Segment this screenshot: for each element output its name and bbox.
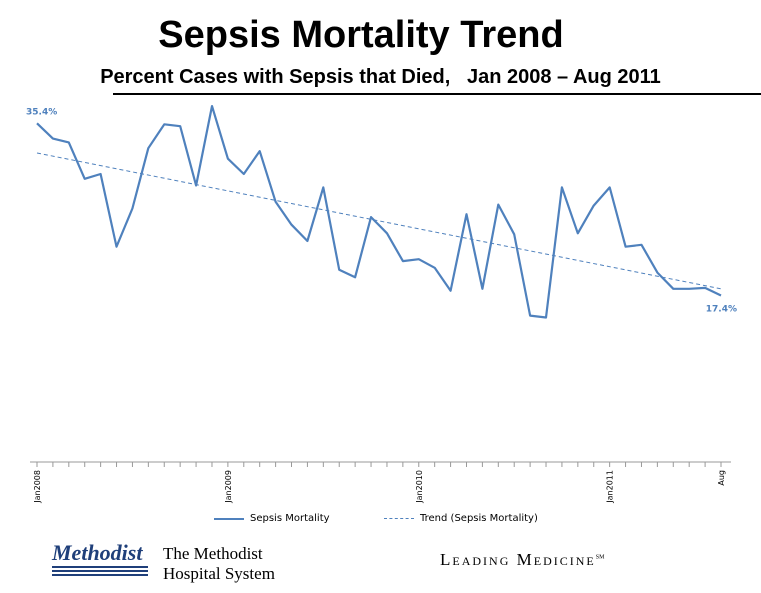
first-value-label: 35.4%: [26, 107, 57, 117]
chart-title: Sepsis Mortality Trend: [158, 14, 564, 56]
last-value-label: 17.4%: [706, 305, 737, 315]
system-line-2: Hospital System: [163, 564, 275, 583]
x-tick-label: Aug: [717, 470, 726, 486]
tagline-text: Leading Medicine: [440, 550, 596, 569]
x-tick-label: Jan2009: [224, 470, 233, 504]
sepsis-line-chart: Jan2008 Jan2009 Jan2010 Jan2011 Aug 35.4% 17.…: [26, 104, 737, 504]
system-line-1: The Methodist: [163, 544, 263, 563]
x-tick-label: Jan2008: [33, 470, 42, 504]
legend-series-label: Sepsis Mortality: [250, 513, 330, 524]
legend-item-trend: Trend (Sepsis Mortality): [384, 513, 538, 524]
legend-series-swatch: [214, 517, 244, 520]
chart-subtitle: Percent Cases with Sepsis that Died, Jan…: [100, 66, 661, 88]
trend-line: [36, 152, 722, 290]
methodist-logo: Methodist: [52, 540, 143, 565]
trend-line-group: [36, 152, 722, 290]
x-tick-label: Jan2011: [606, 470, 615, 504]
data-labels: 35.4% 17.4%: [26, 107, 737, 314]
tagline: Leading MedicineSM: [440, 550, 604, 570]
legend-item-series: Sepsis Mortality: [214, 513, 330, 524]
title-divider: [113, 93, 761, 95]
legend-trend-swatch: [384, 518, 414, 519]
x-tick-label: Jan2010: [415, 470, 424, 504]
logo-stripes: [52, 566, 148, 580]
hospital-system-name: The Methodist Hospital System: [163, 544, 275, 584]
tagline-service-mark: SM: [595, 554, 605, 561]
series-line-group: [36, 104, 722, 319]
x-axis: Jan2008 Jan2009 Jan2010 Jan2011 Aug: [30, 461, 731, 504]
legend-trend-label: Trend (Sepsis Mortality): [420, 513, 538, 524]
series-line-sepsis-mortality: [36, 104, 722, 319]
